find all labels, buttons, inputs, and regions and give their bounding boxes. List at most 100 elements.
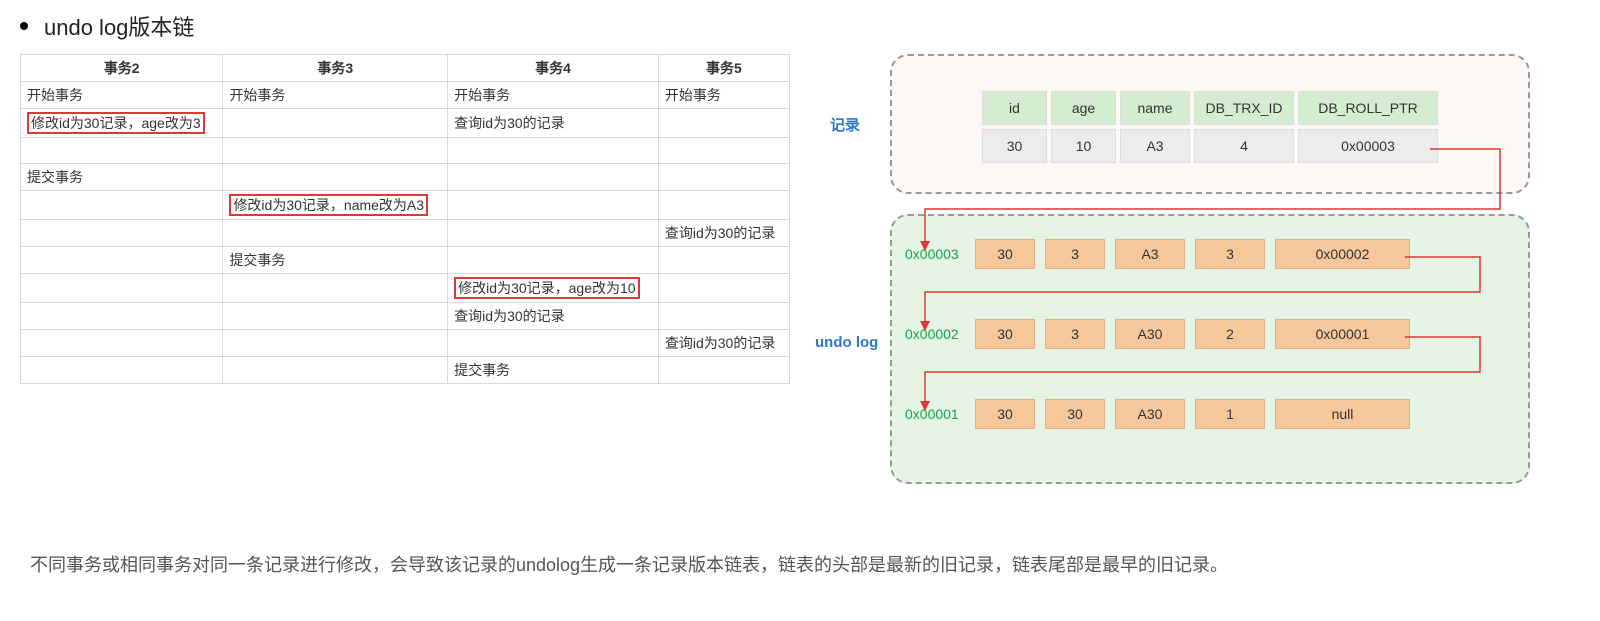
undo-address: 0x00001 xyxy=(905,406,965,422)
tx-cell: 提交事务 xyxy=(223,247,448,274)
undo-address: 0x00002 xyxy=(905,326,965,342)
tx-cell xyxy=(223,357,448,384)
record-header-cell: id xyxy=(982,91,1047,125)
highlight-op: 修改id为30记录，name改为A3 xyxy=(229,194,428,216)
tx-cell xyxy=(448,164,659,191)
main-row: 事务2事务3事务4事务5 开始事务开始事务开始事务开始事务修改id为30记录，a… xyxy=(20,54,1580,494)
record-value-cell: 10 xyxy=(1051,129,1116,163)
tx-cell: 查询id为30的记录 xyxy=(448,303,659,330)
tx-cell xyxy=(448,247,659,274)
undo-address: 0x00003 xyxy=(905,246,965,262)
undo-cell: 1 xyxy=(1195,399,1265,429)
tx-cell xyxy=(21,274,223,303)
tx-cell: 修改id为30记录，name改为A3 xyxy=(223,191,448,220)
undo-cell: 0x00001 xyxy=(1275,319,1410,349)
tx-cell: 开始事务 xyxy=(448,82,659,109)
record-header-cell: name xyxy=(1120,91,1190,125)
tx-cell: 提交事务 xyxy=(448,357,659,384)
tx-cell xyxy=(21,191,223,220)
tx-cell xyxy=(658,357,789,384)
table-row: 提交事务 xyxy=(21,357,790,384)
tx-cell xyxy=(448,191,659,220)
tx-cell: 查询id为30的记录 xyxy=(658,330,789,357)
record-header-cell: DB_ROLL_PTR xyxy=(1298,91,1438,125)
undo-cell: 2 xyxy=(1195,319,1265,349)
tx-cell xyxy=(658,191,789,220)
footnote-text: 不同事务或相同事务对同一条记录进行修改，会导致该记录的undolog生成一条记录… xyxy=(20,544,1580,587)
tx-header: 事务4 xyxy=(448,55,659,82)
bullet-icon xyxy=(20,22,28,30)
tx-header: 事务2 xyxy=(21,55,223,82)
table-row: 修改id为30记录，age改为10 xyxy=(21,274,790,303)
tx-cell: 修改id为30记录，age改为3 xyxy=(21,109,223,138)
record-header-cell: age xyxy=(1051,91,1116,125)
tx-cell xyxy=(223,274,448,303)
highlight-op: 修改id为30记录，age改为3 xyxy=(27,112,205,134)
undo-row: 0x00001 30 30 A30 1 null xyxy=(905,399,1410,429)
tx-cell xyxy=(21,220,223,247)
table-row: 查询id为30的记录 xyxy=(21,303,790,330)
record-value-cell: 0x00003 xyxy=(1298,129,1438,163)
tx-cell xyxy=(21,330,223,357)
title-row: undo log版本链 xyxy=(20,10,1580,42)
table-row: 修改id为30记录，name改为A3 xyxy=(21,191,790,220)
tx-cell xyxy=(21,303,223,330)
record-header-cell: DB_TRX_ID xyxy=(1194,91,1294,125)
undo-cell: A30 xyxy=(1115,399,1185,429)
undo-cell: A30 xyxy=(1115,319,1185,349)
undo-cell: A3 xyxy=(1115,239,1185,269)
undo-cell: 0x00002 xyxy=(1275,239,1410,269)
table-row xyxy=(21,138,790,164)
tx-cell xyxy=(21,247,223,274)
tx-header: 事务3 xyxy=(223,55,448,82)
label-record: 记录 xyxy=(830,114,860,135)
undo-cell: 30 xyxy=(975,319,1035,349)
tx-cell xyxy=(448,330,659,357)
tx-cell xyxy=(658,247,789,274)
tx-cell: 修改id为30记录，age改为10 xyxy=(448,274,659,303)
undo-log-diagram: 记录 undo log idagenameDB_TRX_IDDB_ROLL_PT… xyxy=(830,54,1550,494)
tx-cell xyxy=(448,138,659,164)
page-title: undo log版本链 xyxy=(44,10,194,42)
record-panel: idagenameDB_TRX_IDDB_ROLL_PTR 3010A340x00… xyxy=(890,54,1530,194)
tx-cell xyxy=(223,303,448,330)
tx-cell xyxy=(658,303,789,330)
undo-cell: 30 xyxy=(975,239,1035,269)
tx-cell xyxy=(658,109,789,138)
undo-row: 0x00002 30 3 A30 2 0x00001 xyxy=(905,319,1410,349)
undo-cell: 30 xyxy=(975,399,1035,429)
undo-cell: 3 xyxy=(1045,319,1105,349)
tx-cell xyxy=(223,330,448,357)
record-value-cell: A3 xyxy=(1120,129,1190,163)
undo-cell: 30 xyxy=(1045,399,1105,429)
undo-cell: null xyxy=(1275,399,1410,429)
tx-header: 事务5 xyxy=(658,55,789,82)
record-grid: idagenameDB_TRX_IDDB_ROLL_PTR 3010A340x00… xyxy=(982,91,1438,163)
tx-cell: 开始事务 xyxy=(658,82,789,109)
tx-cell xyxy=(223,220,448,247)
tx-cell: 查询id为30的记录 xyxy=(658,220,789,247)
tx-cell xyxy=(223,164,448,191)
table-row: 查询id为30的记录 xyxy=(21,330,790,357)
undo-row: 0x00003303A330x00002 xyxy=(905,239,1410,269)
tx-cell xyxy=(21,138,223,164)
tx-cell xyxy=(658,274,789,303)
tx-cell: 提交事务 xyxy=(21,164,223,191)
highlight-op: 修改id为30记录，age改为10 xyxy=(454,277,639,299)
table-row: 提交事务 xyxy=(21,164,790,191)
tx-cell xyxy=(223,138,448,164)
tx-cell: 查询id为30的记录 xyxy=(448,109,659,138)
table-row: 修改id为30记录，age改为3 查询id为30的记录 xyxy=(21,109,790,138)
record-value-cell: 4 xyxy=(1194,129,1294,163)
tx-cell xyxy=(658,164,789,191)
table-row: 查询id为30的记录 xyxy=(21,220,790,247)
record-value-cell: 30 xyxy=(982,129,1047,163)
undo-cell: 3 xyxy=(1195,239,1265,269)
tx-cell xyxy=(658,138,789,164)
label-undolog: undo log xyxy=(815,334,878,351)
transaction-table: 事务2事务3事务4事务5 开始事务开始事务开始事务开始事务修改id为30记录，a… xyxy=(20,54,790,384)
table-row: 提交事务 xyxy=(21,247,790,274)
tx-cell: 开始事务 xyxy=(21,82,223,109)
table-row: 开始事务开始事务开始事务开始事务 xyxy=(21,82,790,109)
tx-cell xyxy=(223,109,448,138)
